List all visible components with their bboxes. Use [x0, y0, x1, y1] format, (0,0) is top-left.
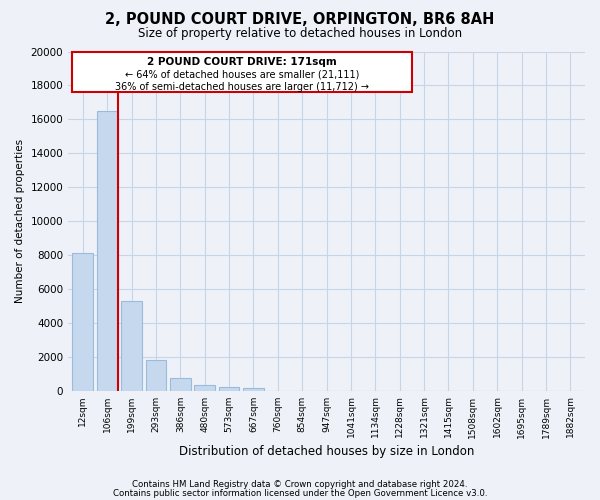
Bar [170, 378, 191, 390]
Bar [146, 360, 166, 390]
Y-axis label: Number of detached properties: Number of detached properties [15, 139, 25, 303]
Bar [219, 387, 239, 390]
Text: Contains public sector information licensed under the Open Government Licence v3: Contains public sector information licen… [113, 488, 487, 498]
Bar [121, 300, 142, 390]
Bar [243, 388, 264, 390]
FancyBboxPatch shape [72, 52, 412, 92]
Text: Contains HM Land Registry data © Crown copyright and database right 2024.: Contains HM Land Registry data © Crown c… [132, 480, 468, 489]
Text: 2, POUND COURT DRIVE, ORPINGTON, BR6 8AH: 2, POUND COURT DRIVE, ORPINGTON, BR6 8AH [106, 12, 494, 28]
Text: 2 POUND COURT DRIVE: 171sqm: 2 POUND COURT DRIVE: 171sqm [147, 58, 337, 68]
Bar [97, 111, 118, 390]
Text: 36% of semi-detached houses are larger (11,712) →: 36% of semi-detached houses are larger (… [115, 82, 369, 92]
Bar [194, 386, 215, 390]
X-axis label: Distribution of detached houses by size in London: Distribution of detached houses by size … [179, 444, 474, 458]
Bar [73, 253, 93, 390]
Text: ← 64% of detached houses are smaller (21,111): ← 64% of detached houses are smaller (21… [125, 70, 359, 80]
Text: Size of property relative to detached houses in London: Size of property relative to detached ho… [138, 27, 462, 40]
